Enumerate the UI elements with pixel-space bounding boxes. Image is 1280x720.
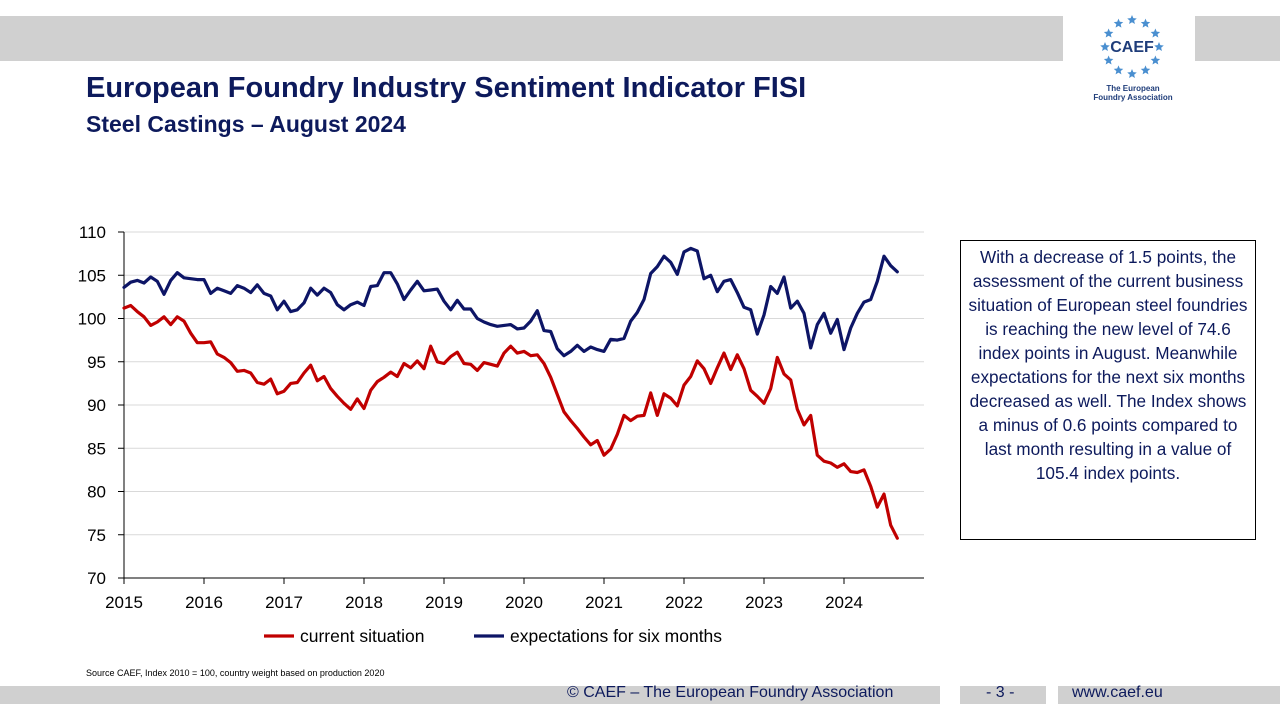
y-tick-label: 85 [87, 439, 106, 458]
logo-tagline-line2: Foundry Association [1093, 93, 1173, 102]
legend-label: current situation [300, 626, 425, 646]
x-tick-label: 2022 [665, 593, 703, 612]
y-tick-label: 80 [87, 483, 106, 502]
header-band-right [1195, 16, 1280, 61]
fisi-line-chart: 70 75 80 85 90 95 100 105 110 2015 2016 2017 2018 201… [78, 223, 924, 646]
footer-band-main [0, 686, 940, 704]
series-line-current-situation [122, 303, 899, 540]
x-tick-label: 2017 [265, 593, 303, 612]
commentary-box: With a decrease of 1.5 points, the asses… [960, 240, 1256, 540]
y-tick-label: 90 [87, 396, 106, 415]
y-tick-label: 95 [87, 353, 106, 372]
logo-star [1154, 42, 1164, 52]
header-band-left [0, 16, 1063, 61]
page-subtitle: Steel Castings – August 2024 [86, 111, 406, 137]
logo-star [1127, 15, 1137, 25]
x-tick-label: 2015 [105, 593, 143, 612]
x-tick-label: 2021 [585, 593, 623, 612]
footer-band-page [960, 686, 1046, 704]
footer-website-link[interactable]: www.caef.eu [1072, 684, 1163, 701]
legend-label: expectations for six months [510, 626, 722, 646]
x-tick-label: 2018 [345, 593, 383, 612]
logo-tagline-line1: The European [1106, 84, 1160, 93]
caef-logo: CAEF [1100, 15, 1164, 79]
source-note: Source CAEF, Index 2010 = 100, country w… [86, 668, 385, 678]
logo-star-ring [1100, 15, 1164, 79]
logo-star [1103, 55, 1114, 65]
footer-copyright: © CAEF – The European Foundry Associatio… [567, 684, 894, 701]
logo-star [1100, 42, 1110, 52]
logo-star [1150, 55, 1161, 65]
logo-star [1150, 28, 1161, 38]
y-tick-label: 105 [78, 266, 106, 285]
logo-star [1140, 65, 1151, 75]
footer-page-number: - 3 - [986, 684, 1015, 701]
y-tick-label: 70 [87, 569, 106, 588]
x-tick-label: 2020 [505, 593, 543, 612]
logo-wordmark: CAEF [1110, 39, 1154, 56]
logo-star [1140, 18, 1151, 28]
y-tick-label: 75 [87, 526, 106, 545]
y-tick-label: 110 [79, 223, 106, 242]
logo-tagline: The European Foundry Association [1078, 84, 1188, 102]
x-tick-label: 2024 [825, 593, 863, 612]
x-tick-label: 2019 [425, 593, 463, 612]
logo-star [1113, 65, 1124, 75]
footer-band-web [1058, 686, 1280, 704]
series-line-expectations [122, 246, 899, 358]
x-tick-label: 2016 [185, 593, 223, 612]
y-tick-label: 100 [78, 310, 106, 329]
logo-star [1113, 18, 1124, 28]
logo-star [1103, 28, 1114, 38]
logo-star [1127, 69, 1137, 79]
x-tick-label: 2023 [745, 593, 783, 612]
page-title: European Foundry Industry Sentiment Indi… [86, 72, 807, 104]
